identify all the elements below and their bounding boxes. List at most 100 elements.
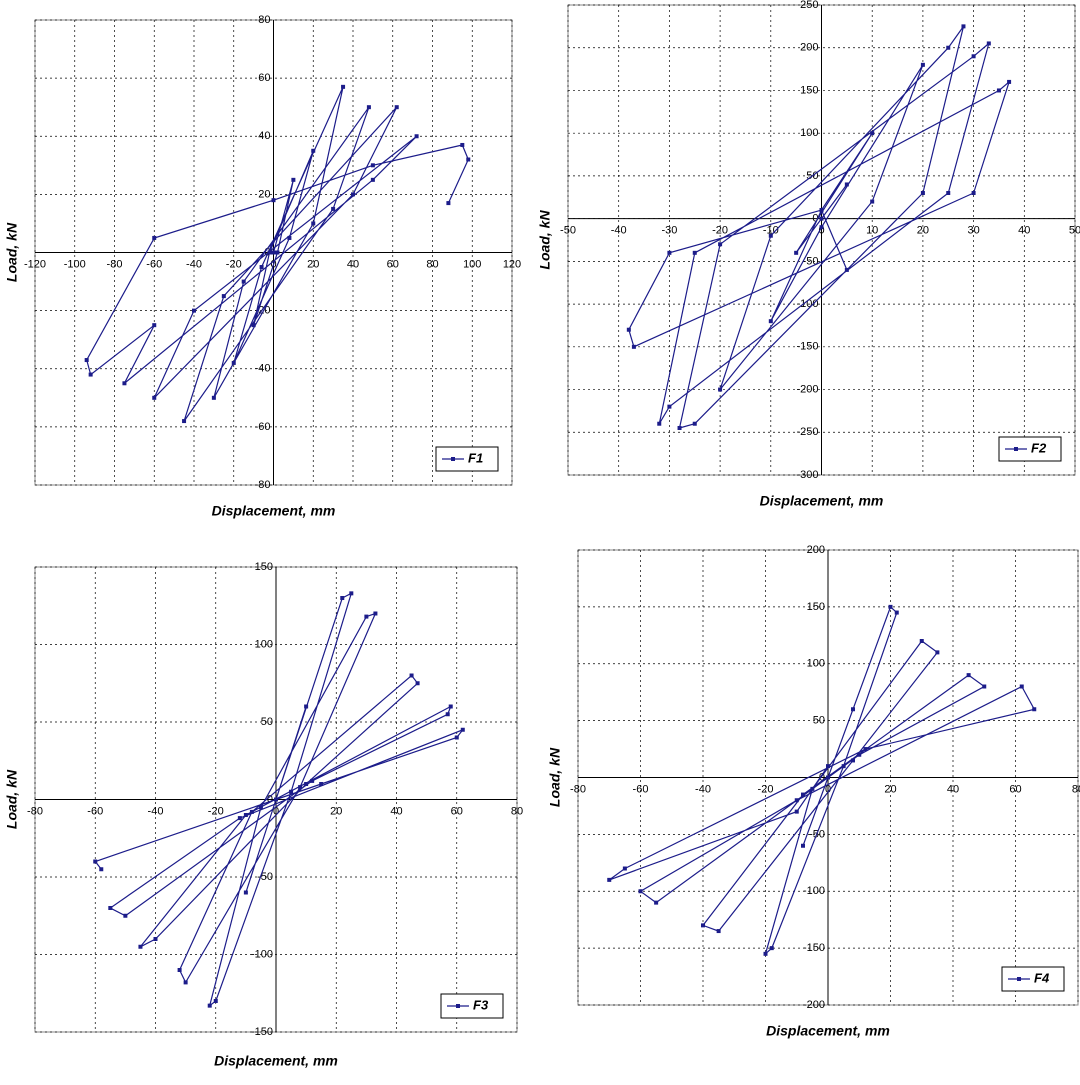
x-tick-label: 10 [866, 225, 878, 237]
y-tick-label: -200 [796, 383, 818, 395]
data-point [894, 610, 899, 615]
y-tick-label: 100 [807, 658, 825, 670]
x-tick-label: 30 [967, 225, 979, 237]
y-tick-label: -100 [803, 885, 825, 897]
y-tick-label: -50 [803, 255, 819, 267]
data-point [241, 279, 246, 284]
y-tick-label: 100 [800, 127, 818, 139]
y-tick-label: -200 [803, 999, 825, 1011]
data-point [986, 41, 991, 46]
y-tick-label: 80 [258, 14, 270, 26]
data-point [692, 250, 697, 255]
data-point [819, 208, 824, 213]
x-tick-label: -60 [146, 258, 162, 270]
data-point [607, 877, 612, 882]
series-line [94, 592, 465, 1008]
data-point [183, 980, 188, 985]
data-point [211, 395, 216, 400]
x-tick-label: -30 [661, 225, 677, 237]
data-point [718, 242, 723, 247]
data-point [99, 867, 104, 872]
y-tick-label: 150 [255, 561, 273, 573]
data-point [258, 805, 263, 810]
data-point [844, 267, 849, 272]
data-point [231, 360, 236, 365]
data-point [667, 250, 672, 255]
data-point [182, 419, 187, 424]
x-axis-title: Displacement, mm [766, 1023, 890, 1039]
x-tick-label: 50 [1069, 225, 1080, 237]
y-tick-label: 150 [800, 84, 818, 96]
x-tick-label: -40 [186, 258, 202, 270]
x-tick-label: 60 [387, 258, 399, 270]
x-tick-label: 80 [426, 258, 438, 270]
data-point [631, 344, 636, 349]
data-point [677, 426, 682, 430]
x-tick-label: -20 [712, 225, 728, 237]
data-point [801, 843, 805, 848]
data-point [768, 233, 773, 238]
data-point [692, 421, 697, 426]
x-tick-label: -20 [758, 783, 774, 795]
y-axis-title: Load, kN [4, 222, 20, 282]
data-point [249, 809, 254, 814]
data-point [794, 250, 799, 255]
data-point [177, 968, 182, 972]
data-point [341, 84, 346, 89]
legend-label: F4 [1034, 970, 1050, 985]
data-point [460, 727, 465, 732]
data-point [370, 163, 375, 168]
data-point [271, 198, 276, 203]
x-tick-label: 120 [503, 258, 521, 270]
data-point [870, 199, 875, 204]
data-point [768, 319, 773, 324]
data-point [870, 131, 875, 136]
y-tick-label: -100 [796, 298, 818, 310]
data-point [1007, 79, 1012, 84]
data-point [794, 798, 799, 803]
legend: F4 [1001, 966, 1065, 992]
x-tick-label: 40 [1018, 225, 1030, 237]
data-point [304, 782, 309, 786]
y-tick-label: -40 [255, 363, 271, 375]
data-point [826, 764, 830, 769]
data-point [221, 294, 226, 299]
data-point [267, 250, 272, 255]
x-tick-label: -100 [64, 258, 86, 270]
y-tick-label: 200 [800, 42, 818, 54]
y-tick-label: 50 [813, 715, 825, 727]
data-point [351, 192, 355, 197]
data-point [946, 45, 951, 50]
chart-panel: -80-60-40-20020406080-200-150-100-500501… [547, 544, 1080, 1039]
data-point [409, 673, 414, 678]
y-axis-title: Load, kN [537, 210, 553, 270]
data-point [251, 323, 256, 328]
x-tick-label: 20 [307, 258, 319, 270]
y-tick-label: 250 [800, 0, 818, 11]
legend-label: F3 [473, 997, 489, 1012]
x-tick-label: -40 [148, 805, 164, 817]
data-point [84, 358, 89, 363]
data-point [1019, 684, 1024, 689]
legend-marker [451, 457, 455, 461]
data-point [274, 797, 278, 802]
data-point [289, 789, 294, 794]
legend: F2 [998, 436, 1062, 462]
data-point [237, 816, 242, 821]
data-point [851, 707, 855, 712]
data-point [319, 782, 324, 786]
data-point [445, 712, 450, 717]
x-tick-label: -20 [208, 805, 224, 817]
x-axis-title: Displacement, mm [760, 493, 884, 509]
data-point [819, 225, 824, 230]
legend-marker [456, 1004, 460, 1008]
x-tick-label: 40 [390, 805, 402, 817]
series-line [608, 605, 1036, 956]
y-axis-title: Load, kN [547, 747, 563, 807]
data-point [841, 764, 846, 769]
data-point [966, 673, 971, 678]
y-axis-title: Load, kN [4, 769, 20, 829]
data-point [657, 421, 662, 426]
